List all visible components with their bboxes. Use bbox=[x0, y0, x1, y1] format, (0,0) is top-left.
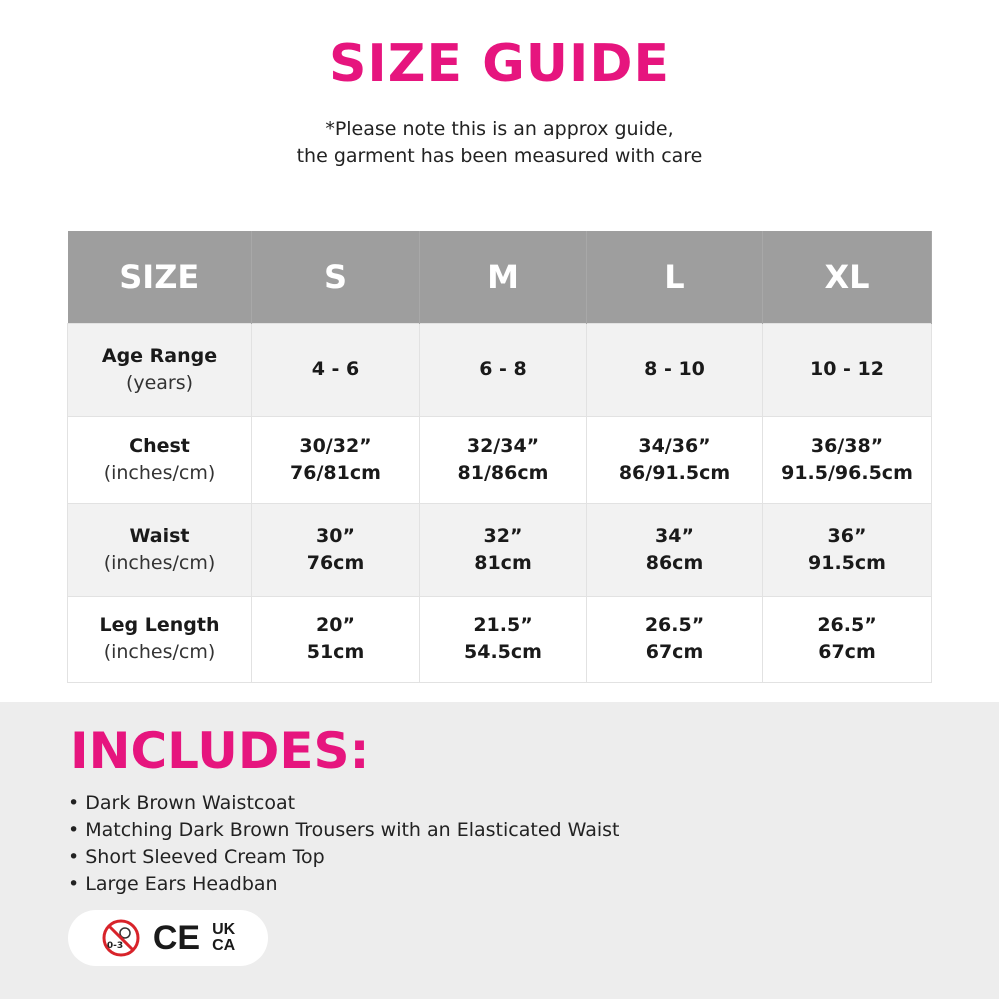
value-line: 34” bbox=[655, 524, 694, 547]
size-table: SIZE S M L XL Age Range (years) 4 - 6 6 - 8 8 - … bbox=[67, 231, 932, 683]
value-cell: 36/38” 91.5/96.5cm bbox=[762, 415, 932, 504]
list-item: Dark Brown Waistcoat bbox=[68, 790, 619, 817]
age-label: 0-3 bbox=[107, 941, 123, 951]
value-line: 8 - 10 bbox=[644, 358, 705, 380]
row-label: Chest (inches/cm) bbox=[67, 415, 252, 504]
value-line: 30” bbox=[316, 524, 355, 547]
measure-name: Leg Length bbox=[99, 614, 220, 636]
list-item: Short Sleeved Cream Top bbox=[68, 844, 619, 871]
includes-section: INCLUDES: Dark Brown WaistcoatMatching D… bbox=[0, 702, 999, 999]
measure-name: Waist bbox=[129, 524, 190, 547]
value-cell: 34/36” 86/91.5cm bbox=[586, 415, 763, 504]
includes-title: INCLUDES: bbox=[70, 722, 370, 780]
value-cell: 34” 86cm bbox=[586, 502, 763, 597]
value-cell: 36” 91.5cm bbox=[762, 502, 932, 597]
value-line: 32” bbox=[483, 524, 523, 547]
not-suitable-under-3-icon: 0-3 bbox=[102, 919, 140, 957]
table-row: Waist (inches/cm) 30” 76cm 32” 81cm 34” 86cm 36”… bbox=[67, 502, 932, 597]
value-cell: 8 - 10 bbox=[586, 322, 763, 417]
table-row: Chest (inches/cm) 30/32” 76/81cm 32/34” 81/86… bbox=[67, 415, 932, 504]
value-cell: 21.5” 54.5cm bbox=[419, 595, 587, 683]
ukca-bottom: CA bbox=[212, 937, 236, 954]
value-line: 81cm bbox=[474, 551, 532, 574]
value-line: 67cm bbox=[818, 641, 876, 663]
table-row: Leg Length (inches/cm) 20” 51cm 21.5” 54.5cm 2… bbox=[67, 595, 932, 683]
header-cell: SIZE bbox=[67, 231, 252, 323]
note-line: the garment has been measured with care bbox=[296, 145, 703, 167]
value-line: 21.5” bbox=[473, 614, 533, 636]
value-cell: 30” 76cm bbox=[251, 502, 420, 597]
measure-name: Chest bbox=[129, 434, 190, 457]
value-line: 26.5” bbox=[644, 614, 705, 636]
measure-unit: (years) bbox=[125, 371, 194, 394]
value-line: 20” bbox=[316, 614, 355, 636]
table-row: Age Range (years) 4 - 6 6 - 8 8 - 10 10 - 12 bbox=[67, 322, 932, 417]
measure-unit: (inches/cm) bbox=[103, 641, 216, 663]
value-line: 76/81cm bbox=[290, 461, 381, 484]
value-cell: 20” 51cm bbox=[251, 595, 420, 683]
value-cell: 26.5” 67cm bbox=[586, 595, 763, 683]
value-line: 91.5/96.5cm bbox=[781, 461, 913, 484]
value-line: 32/34” bbox=[466, 434, 540, 457]
value-line: 4 - 6 bbox=[311, 358, 360, 380]
ukca-top: UK bbox=[212, 921, 236, 938]
ce-mark-icon: CE bbox=[152, 918, 201, 957]
value-line: 34/36” bbox=[638, 434, 711, 457]
note-line: *Please note this is an approx guide, bbox=[325, 118, 674, 140]
value-line: 10 - 12 bbox=[810, 358, 884, 380]
header-cell: S bbox=[251, 231, 420, 323]
value-line: 54.5cm bbox=[464, 641, 542, 663]
header-cell: M bbox=[419, 231, 587, 323]
value-line: 30/32” bbox=[299, 434, 372, 457]
certification-badges: 0-3 CE UK CA bbox=[68, 910, 268, 966]
value-line: 86cm bbox=[645, 551, 704, 574]
measure-unit: (inches/cm) bbox=[103, 461, 216, 484]
row-label: Waist (inches/cm) bbox=[67, 502, 252, 597]
value-line: 91.5cm bbox=[808, 551, 886, 574]
value-line: 81/86cm bbox=[457, 461, 549, 484]
page-title: SIZE GUIDE bbox=[328, 34, 671, 94]
header-cell: L bbox=[586, 231, 763, 323]
value-line: 6 - 8 bbox=[479, 358, 527, 380]
value-line: 26.5” bbox=[817, 614, 877, 636]
list-item: Matching Dark Brown Trousers with an Ela… bbox=[68, 817, 619, 844]
header-cell: XL bbox=[762, 231, 932, 323]
value-cell: 10 - 12 bbox=[762, 322, 932, 417]
value-line: 51cm bbox=[306, 641, 365, 663]
value-line: 36” bbox=[827, 524, 867, 547]
value-cell: 32” 81cm bbox=[419, 502, 587, 597]
value-cell: 6 - 8 bbox=[419, 322, 587, 417]
value-cell: 26.5” 67cm bbox=[762, 595, 932, 683]
includes-list: Dark Brown WaistcoatMatching Dark Brown … bbox=[68, 790, 619, 898]
value-cell: 30/32” 76/81cm bbox=[251, 415, 420, 504]
measure-unit: (inches/cm) bbox=[103, 551, 216, 574]
row-label: Leg Length (inches/cm) bbox=[67, 595, 252, 683]
value-cell: 4 - 6 bbox=[251, 322, 420, 417]
measure-name: Age Range bbox=[101, 344, 218, 367]
disclaimer-note: *Please note this is an approx guide, th… bbox=[0, 116, 999, 170]
value-cell: 32/34” 81/86cm bbox=[419, 415, 587, 504]
row-label: Age Range (years) bbox=[67, 322, 252, 417]
value-line: 76cm bbox=[306, 551, 365, 574]
value-line: 36/38” bbox=[810, 434, 884, 457]
value-line: 86/91.5cm bbox=[618, 461, 731, 484]
list-item: Large Ears Headban bbox=[68, 871, 619, 898]
ukca-mark-icon: UK CA bbox=[212, 922, 235, 954]
value-line: 67cm bbox=[645, 641, 704, 663]
